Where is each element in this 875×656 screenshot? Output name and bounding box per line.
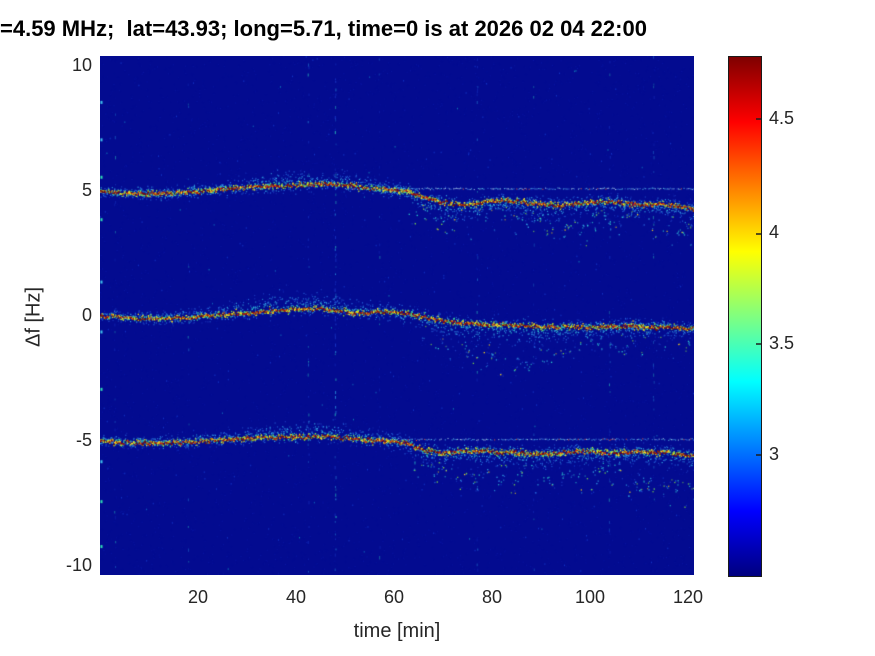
colorbar-tick-4: 4 [769,222,780,242]
y-tick-0: 0 [81,305,92,325]
x-tick-40: 40 [285,587,307,607]
colorbar-tickmark [756,454,761,456]
x-tick-120: 120 [672,587,704,607]
y-tick-neg5: -5 [75,430,92,450]
spectrogram-canvas [100,56,694,575]
plot-title: =4.59 MHz; lat=43.93; long=5.71, time=0 … [0,16,647,41]
y-tick-neg10: -10 [65,555,92,575]
colorbar-tickmark [756,343,761,345]
x-tick-60: 60 [383,587,405,607]
y-tick-10: 10 [71,55,92,75]
colorbar-tickmark [756,118,761,120]
x-axis-label: time [min] [353,620,441,642]
colorbar-tick-3p5: 3.5 [769,333,795,353]
x-tick-80: 80 [481,587,503,607]
colorbar-tickmark [756,233,761,235]
colorbar-tick-4p5: 4.5 [769,108,795,128]
colorbar [728,56,762,577]
y-tick-5: 5 [81,180,92,200]
x-tick-20: 20 [187,587,209,607]
colorbar-tick-3: 3 [769,444,780,464]
x-tick-100: 100 [574,587,606,607]
